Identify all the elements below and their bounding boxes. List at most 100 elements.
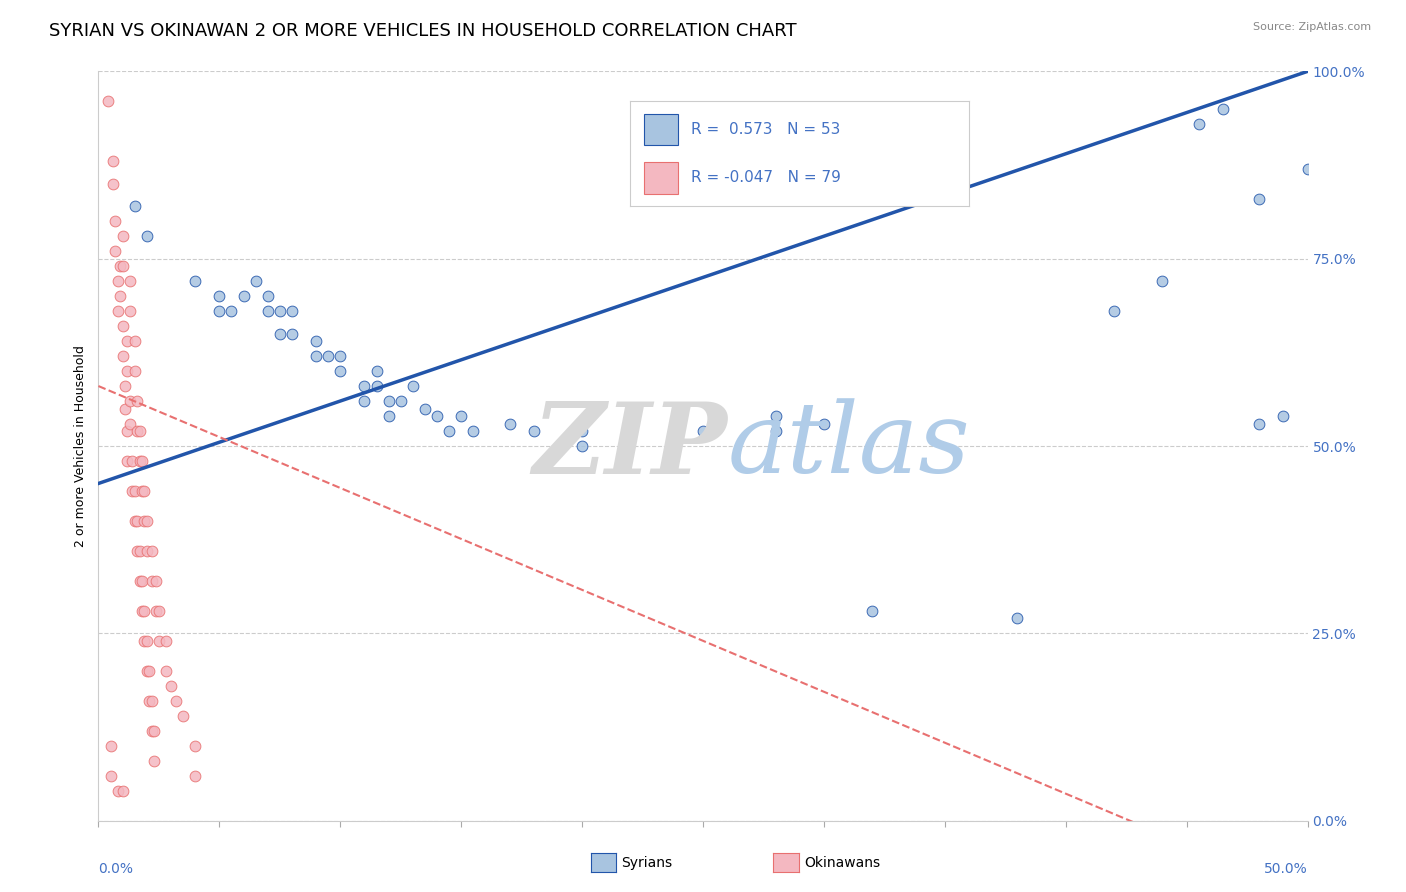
Point bbox=[138, 694, 160, 708]
Point bbox=[329, 349, 352, 363]
Point bbox=[118, 417, 141, 431]
Point bbox=[127, 424, 149, 438]
Point bbox=[571, 424, 593, 438]
Point bbox=[141, 723, 163, 738]
Point bbox=[1102, 304, 1125, 318]
Point bbox=[100, 769, 122, 783]
Point bbox=[148, 604, 170, 618]
Point bbox=[124, 364, 146, 378]
Point bbox=[104, 244, 127, 259]
Text: 50.0%: 50.0% bbox=[1264, 862, 1308, 876]
Point bbox=[765, 424, 787, 438]
Point bbox=[1212, 102, 1234, 116]
Point bbox=[813, 417, 835, 431]
Point bbox=[184, 739, 207, 753]
Y-axis label: 2 or more Vehicles in Household: 2 or more Vehicles in Household bbox=[75, 345, 87, 547]
Point bbox=[305, 334, 328, 348]
Point bbox=[135, 544, 157, 558]
Point bbox=[104, 214, 127, 228]
Point bbox=[141, 574, 163, 588]
Point bbox=[100, 739, 122, 753]
Point bbox=[121, 483, 143, 498]
Text: 0.0%: 0.0% bbox=[98, 862, 134, 876]
Point bbox=[111, 783, 134, 797]
Point bbox=[619, 409, 641, 423]
Point bbox=[128, 544, 150, 558]
Point bbox=[160, 679, 183, 693]
Point bbox=[1249, 417, 1271, 431]
Point bbox=[145, 574, 167, 588]
Point bbox=[111, 319, 134, 334]
Point bbox=[124, 334, 146, 348]
Point bbox=[1007, 611, 1029, 625]
Point bbox=[269, 304, 291, 318]
Point bbox=[128, 454, 150, 468]
Point bbox=[131, 454, 153, 468]
Point bbox=[1249, 192, 1271, 206]
Point bbox=[305, 349, 328, 363]
Point bbox=[134, 633, 156, 648]
Point bbox=[111, 259, 134, 273]
Point bbox=[143, 754, 166, 768]
Text: atlas: atlas bbox=[727, 399, 970, 493]
Point bbox=[141, 694, 163, 708]
Point bbox=[353, 379, 375, 393]
Point bbox=[117, 364, 139, 378]
Point bbox=[135, 633, 157, 648]
Point bbox=[114, 401, 136, 416]
Point bbox=[221, 304, 243, 318]
Point bbox=[127, 514, 149, 528]
Point bbox=[366, 364, 388, 378]
Point bbox=[148, 633, 170, 648]
Point bbox=[245, 274, 267, 288]
Point bbox=[128, 574, 150, 588]
Point bbox=[117, 454, 139, 468]
Point bbox=[353, 394, 375, 409]
Point bbox=[184, 274, 207, 288]
Point bbox=[704, 409, 727, 423]
Point bbox=[426, 409, 449, 423]
Point bbox=[117, 334, 139, 348]
Point bbox=[107, 274, 129, 288]
Point bbox=[1152, 274, 1174, 288]
Point bbox=[165, 694, 187, 708]
Point bbox=[107, 304, 129, 318]
Point bbox=[143, 723, 166, 738]
Point bbox=[269, 326, 291, 341]
Point bbox=[97, 95, 120, 109]
Point bbox=[450, 409, 472, 423]
Text: Okinawans: Okinawans bbox=[804, 855, 880, 870]
Point bbox=[155, 664, 177, 678]
Point bbox=[121, 454, 143, 468]
Point bbox=[208, 304, 231, 318]
Point bbox=[1296, 161, 1319, 176]
Point bbox=[101, 154, 124, 169]
Point bbox=[366, 379, 388, 393]
Point bbox=[138, 664, 160, 678]
Point bbox=[134, 514, 156, 528]
Point bbox=[498, 417, 520, 431]
Point bbox=[208, 289, 231, 303]
Point bbox=[402, 379, 425, 393]
Point bbox=[135, 229, 157, 244]
Point bbox=[619, 424, 641, 438]
Point bbox=[117, 424, 139, 438]
Point bbox=[108, 259, 131, 273]
Point bbox=[571, 439, 593, 453]
Point bbox=[256, 289, 278, 303]
Text: SYRIAN VS OKINAWAN 2 OR MORE VEHICLES IN HOUSEHOLD CORRELATION CHART: SYRIAN VS OKINAWAN 2 OR MORE VEHICLES IN… bbox=[49, 22, 797, 40]
Point bbox=[134, 483, 156, 498]
Point bbox=[101, 177, 124, 191]
Point bbox=[860, 604, 883, 618]
Point bbox=[118, 274, 141, 288]
Point bbox=[107, 783, 129, 797]
Point bbox=[111, 349, 134, 363]
Point bbox=[329, 364, 352, 378]
Point bbox=[134, 604, 156, 618]
Point bbox=[377, 394, 399, 409]
Point bbox=[172, 708, 194, 723]
Point bbox=[316, 349, 339, 363]
Point bbox=[256, 304, 278, 318]
Point bbox=[127, 544, 149, 558]
Point bbox=[463, 424, 485, 438]
